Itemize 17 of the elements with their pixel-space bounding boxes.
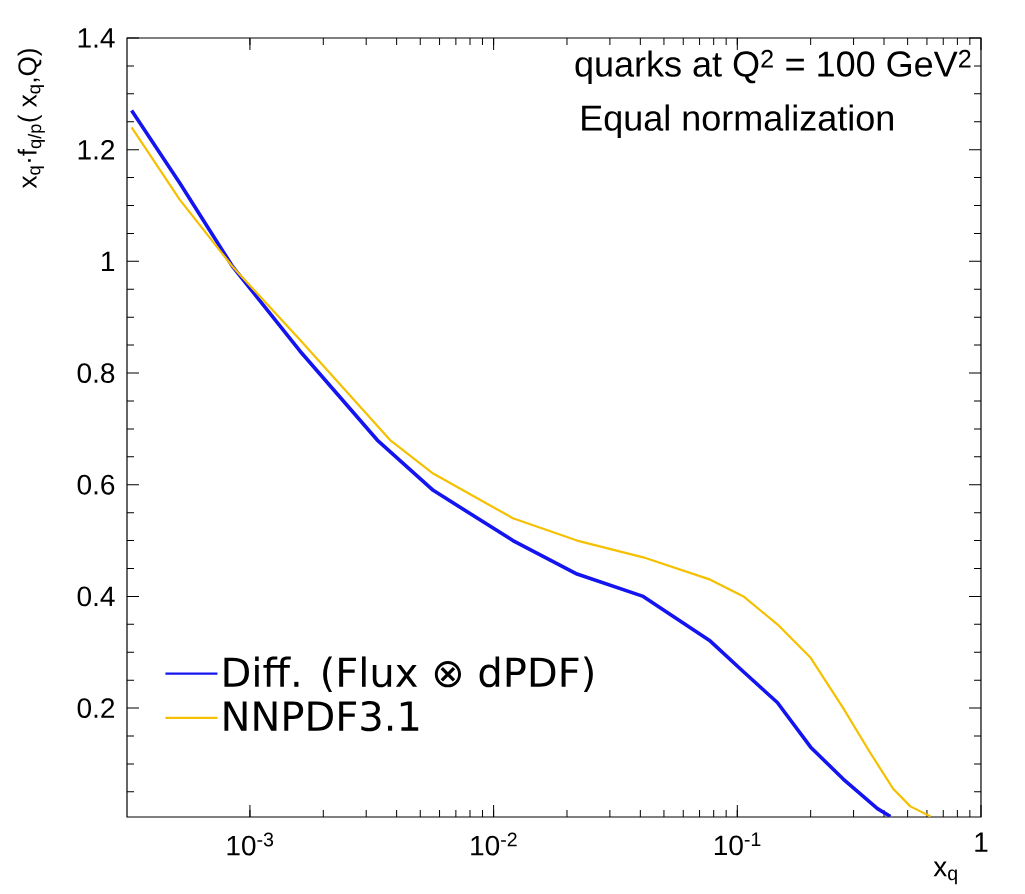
y-tick-label: 0.2 [77, 698, 115, 719]
x-tick-label: 10$^{-2}$ [471, 832, 517, 856]
x-tick-label: 10$^{-1}$ [714, 832, 761, 856]
annotation: Equal normalization [582, 104, 893, 139]
y-tick-label: 0.4 [77, 586, 115, 607]
legend-label: Diff. (Flux ⊗ dPDF) [224, 656, 593, 693]
y-tick-label: 1.2 [78, 140, 115, 160]
y-tick-label: 1.4 [78, 28, 115, 48]
y-tick-label: 1 [102, 251, 115, 272]
x-tick-label: 1 [975, 832, 988, 853]
annotation: quarks at Q$^{2}$ = 100 GeV$^{2}$ [575, 50, 971, 85]
y-tick-label: 0.8 [77, 363, 115, 384]
x-axis-title: x$_{q}$ [933, 861, 957, 885]
legend-label: NNPDF3.1 [224, 701, 419, 732]
x-tick-label: 10$^{-3}$ [227, 832, 274, 856]
y-axis-title: x$_{q}$·f$_{q/p}$( x$_{q}$,Q) [17, 49, 45, 189]
y-tick-label: 0.6 [77, 475, 115, 495]
